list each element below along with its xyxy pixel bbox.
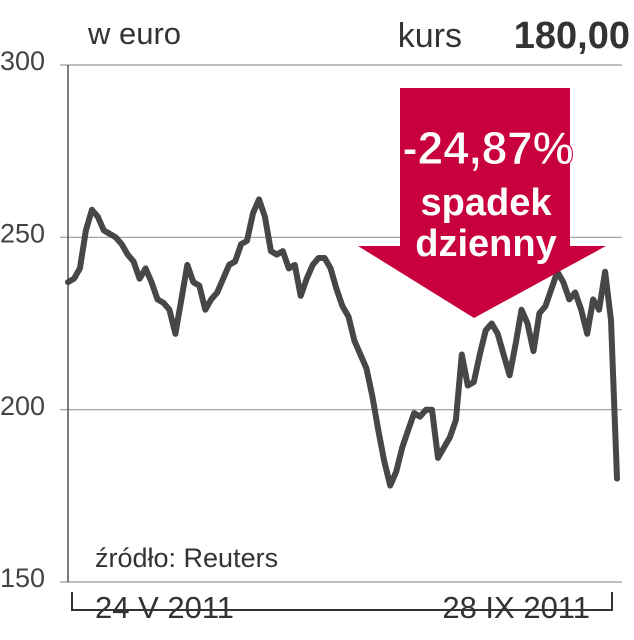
line: [65, 196, 620, 489]
x-bracket: [71, 592, 613, 611]
chart-title: kurs: [398, 17, 462, 55]
plot: 150 200 250 300 24 V 2011 28 IX 2011: [0, 46, 622, 625]
annotation: -24,87%: [402, 122, 573, 174]
annotation: spadek: [421, 182, 553, 224]
title-value: 180,00: [514, 15, 630, 57]
x-tick-label: 28 IX 2011: [442, 590, 590, 625]
annotation: dzienny: [415, 223, 556, 265]
y-tick-label: 200: [0, 391, 45, 421]
subtitle: w euro: [87, 16, 181, 51]
y-tick-label: 300: [0, 46, 45, 76]
source: źródło: Reuters: [95, 543, 278, 573]
arrow: [358, 88, 606, 318]
y-tick-label: 250: [0, 218, 45, 248]
x-tick-label: 24 V 2011: [95, 590, 234, 625]
y-tick-label: 150: [0, 563, 45, 593]
